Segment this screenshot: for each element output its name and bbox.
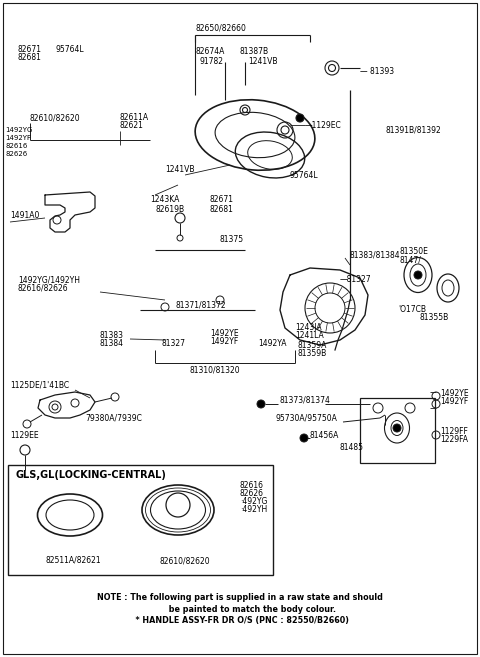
Text: 82671: 82671: [18, 45, 42, 55]
Text: be painted to match the body colour.: be painted to match the body colour.: [144, 604, 336, 614]
Text: 81391B/81392: 81391B/81392: [385, 125, 441, 135]
Text: 82619B: 82619B: [155, 206, 184, 214]
Text: 1492YF: 1492YF: [5, 135, 31, 141]
Text: 82616: 82616: [5, 143, 27, 149]
Text: 1492YF: 1492YF: [210, 336, 238, 346]
Text: 1492YG: 1492YG: [5, 127, 32, 133]
Text: 1492YA: 1492YA: [258, 338, 287, 348]
Text: 1243KA: 1243KA: [150, 196, 180, 204]
Text: 1492YF: 1492YF: [440, 397, 468, 405]
Text: ·492YH: ·492YH: [240, 505, 267, 514]
Text: 'O17CB: 'O17CB: [398, 306, 426, 315]
Bar: [360, 398, 435, 463]
Polygon shape: [173, 514, 183, 526]
Text: 82611A: 82611A: [120, 114, 149, 122]
Text: 81310/81320: 81310/81320: [190, 365, 240, 374]
Text: —81327: —81327: [340, 275, 372, 284]
Text: 81383: 81383: [100, 330, 124, 340]
Text: 82626: 82626: [5, 151, 27, 157]
Text: — 81393: — 81393: [360, 68, 394, 76]
Text: 1129FF: 1129FF: [440, 428, 468, 436]
Text: 1125DE/1'41BC: 1125DE/1'41BC: [10, 380, 69, 390]
Text: 82681: 82681: [18, 53, 42, 62]
Text: 82511A/82621: 82511A/82621: [45, 556, 101, 564]
Text: 81456A: 81456A: [310, 430, 339, 440]
Text: 95730A/95750A: 95730A/95750A: [275, 413, 337, 422]
Text: 8147/: 8147/: [400, 256, 422, 265]
Text: 81384: 81384: [100, 338, 124, 348]
Circle shape: [414, 271, 422, 279]
Text: 81359A: 81359A: [298, 342, 327, 350]
Text: 82610/82620: 82610/82620: [30, 114, 81, 122]
Text: 81327: 81327: [162, 338, 186, 348]
Text: 1492YG/1492YH: 1492YG/1492YH: [18, 275, 80, 284]
Circle shape: [257, 400, 265, 408]
Text: 1492YE: 1492YE: [210, 328, 239, 338]
Text: 82674A: 82674A: [195, 47, 224, 57]
Text: 81383/81384: 81383/81384: [350, 250, 401, 260]
Text: 91782: 91782: [200, 58, 224, 66]
Text: 1129EE: 1129EE: [10, 430, 38, 440]
Text: 81350E: 81350E: [400, 248, 429, 256]
Text: 79380A/7939C: 79380A/7939C: [85, 413, 142, 422]
Text: 82616: 82616: [240, 480, 264, 489]
Text: 1243JA: 1243JA: [295, 323, 322, 332]
Text: 81355B: 81355B: [420, 313, 449, 323]
Text: ·492YG: ·492YG: [240, 497, 267, 505]
Text: GLS,GL(LOCKING-CENTRAL): GLS,GL(LOCKING-CENTRAL): [16, 470, 167, 480]
Text: 1491A0: 1491A0: [10, 210, 39, 219]
Text: NOTE : The following part is supplied in a raw state and should: NOTE : The following part is supplied in…: [97, 593, 383, 602]
Text: 1241VB: 1241VB: [165, 166, 194, 175]
Text: 81371/81372: 81371/81372: [175, 300, 226, 309]
Text: —1129EC: —1129EC: [305, 120, 342, 129]
Text: 82626: 82626: [240, 489, 264, 497]
Text: 81375: 81375: [220, 235, 244, 244]
Text: 1241VB: 1241VB: [248, 58, 277, 66]
Text: 82610/82620: 82610/82620: [160, 556, 211, 566]
Text: 1229FA: 1229FA: [440, 436, 468, 445]
Text: 82681: 82681: [210, 206, 234, 214]
Text: 1241LA: 1241LA: [295, 332, 324, 340]
Text: 95764L: 95764L: [290, 171, 319, 179]
Text: 81485: 81485: [340, 443, 364, 453]
Text: 82621: 82621: [120, 122, 144, 131]
Text: 81387B: 81387B: [240, 47, 269, 57]
Text: 81373/81374: 81373/81374: [280, 396, 331, 405]
Circle shape: [300, 434, 308, 442]
Circle shape: [393, 424, 401, 432]
Circle shape: [296, 114, 304, 122]
Text: 82650/82660: 82650/82660: [195, 24, 246, 32]
Text: 81359B: 81359B: [298, 350, 327, 359]
Text: 82616/82626: 82616/82626: [18, 284, 69, 292]
Text: 82671: 82671: [210, 196, 234, 204]
Text: * HANDLE ASSY-FR DR O/S (PNC : 82550/B2660): * HANDLE ASSY-FR DR O/S (PNC : 82550/B26…: [131, 616, 349, 625]
Bar: [8, 465, 273, 575]
Text: 1492YE: 1492YE: [440, 388, 468, 397]
Text: 95764L: 95764L: [55, 45, 84, 55]
